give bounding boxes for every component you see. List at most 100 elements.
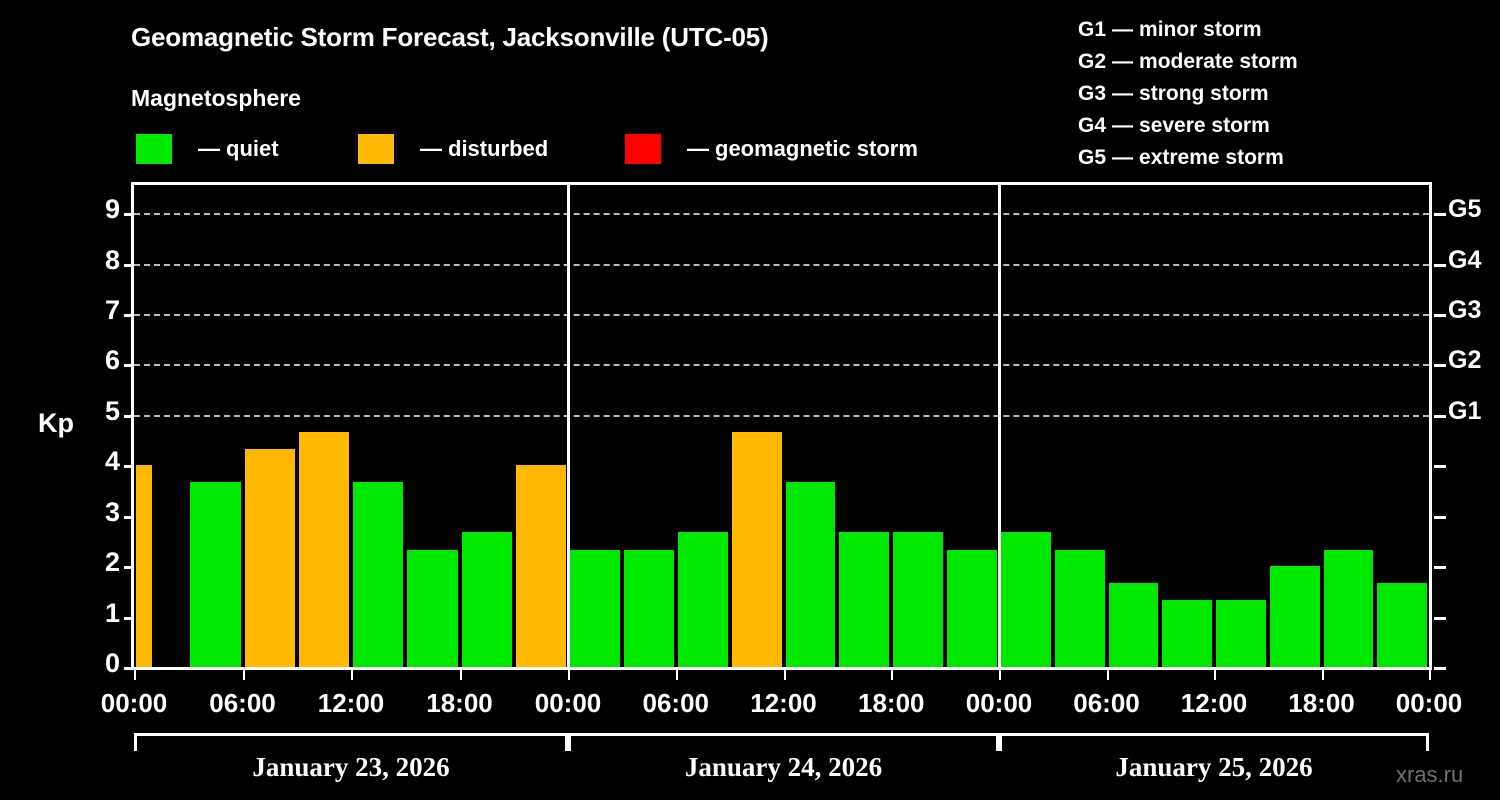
g-axis-tick-g2: G2	[1448, 346, 1482, 375]
g-legend-code: G2	[1078, 50, 1107, 73]
y-axis-tickmark	[124, 213, 134, 217]
gridline-kp-9	[134, 213, 1429, 216]
day-label: January 24, 2026	[684, 752, 883, 782]
g-legend-dash-icon: —	[1112, 146, 1134, 169]
x-axis-tick: 00:00	[1395, 688, 1463, 718]
x-axis-tick: 06:00	[1073, 688, 1140, 718]
x-axis-tick: 00:00	[100, 688, 168, 718]
watermark: xras.ru	[1396, 762, 1464, 787]
g-axis-minor-tickmark	[1434, 616, 1446, 620]
y-axis-tickmark	[124, 465, 134, 469]
gridline-kp-8	[134, 263, 1429, 266]
chart-subtitle: Magnetosphere	[131, 85, 301, 111]
bar	[1269, 566, 1320, 667]
x-axis-tickmark	[242, 670, 245, 680]
legend-swatch-quiet-icon	[136, 134, 172, 164]
bar	[1054, 549, 1105, 667]
y-axis-tickmark	[124, 263, 134, 267]
legend-item-geomagnetic-storm: — geomagnetic storm	[625, 133, 918, 165]
bar	[785, 481, 836, 667]
g-axis-minor-tickmark	[1434, 667, 1446, 670]
g-scale-legend: G1— minor storm G2— moderate storm G3— strong…	[1078, 14, 1298, 174]
gridline-kp-7	[134, 314, 1429, 317]
x-axis-tick: 18:00	[426, 688, 493, 718]
y-axis-tickmark	[124, 616, 134, 620]
bar	[893, 532, 944, 667]
g-axis-minor-tickmark	[1434, 566, 1446, 570]
g-legend-dash-icon: —	[1112, 18, 1134, 41]
x-axis-tickmark	[351, 670, 353, 680]
y-axis-tick-6: 6	[104, 345, 120, 376]
x-axis-tick: 06:00	[642, 688, 710, 718]
x-axis-tick: 06:00	[209, 688, 276, 718]
plot-area	[131, 182, 1432, 670]
g-axis-tickmark	[1434, 263, 1446, 267]
bar	[570, 549, 620, 667]
bar	[407, 549, 458, 667]
x-axis-tick: 18:00	[1288, 688, 1355, 718]
x-axis-tickmark	[134, 670, 136, 680]
bar	[244, 448, 295, 667]
g-legend-row-g3: G3— strong storm	[1078, 78, 1298, 110]
day-separator	[998, 185, 1001, 667]
x-axis-tick: 12:00	[317, 688, 385, 718]
bar	[1377, 582, 1427, 667]
legend-item-quiet: — quiet	[136, 133, 279, 165]
legend-label-disturbed: disturbed	[448, 136, 549, 161]
bar	[461, 532, 512, 667]
g-legend-desc: minor storm	[1139, 18, 1262, 41]
x-axis-tickmark	[999, 670, 1001, 680]
y-axis-label: Kp	[38, 408, 74, 438]
x-axis-tickmark	[1106, 670, 1109, 680]
gridline-kp-5	[134, 414, 1429, 417]
legend-swatch-geomagnetic-storm-icon	[625, 134, 661, 164]
bar	[298, 431, 349, 667]
gridline-kp-6	[134, 364, 1429, 367]
legend-item-disturbed: — disturbed	[358, 133, 548, 165]
g-axis-minor-tickmark	[1434, 465, 1446, 469]
bar	[1001, 532, 1051, 667]
y-axis-tick-5: 5	[104, 395, 120, 426]
g-legend-desc: severe storm	[1139, 114, 1270, 137]
g-legend-row-g2: G2— moderate storm	[1078, 46, 1298, 78]
y-axis-tickmark	[124, 414, 134, 418]
bar	[947, 549, 997, 667]
g-axis-tick-g3: G3	[1448, 296, 1482, 325]
g-axis-tickmark	[1434, 314, 1446, 318]
x-axis-tickmark	[1429, 670, 1431, 680]
bar	[1323, 549, 1374, 667]
bar	[136, 465, 153, 667]
g-axis-tickmark	[1434, 414, 1446, 418]
x-axis-tickmark	[1321, 670, 1324, 680]
g-legend-desc: moderate storm	[1139, 50, 1298, 73]
bar	[1216, 599, 1266, 667]
y-axis-tick-2: 2	[104, 547, 120, 578]
x-axis-tickmark	[675, 670, 678, 680]
y-axis-tick-8: 8	[104, 244, 120, 275]
g-legend-dash-icon: —	[1112, 114, 1134, 137]
bar	[1108, 582, 1159, 667]
y-axis-tick-1: 1	[104, 597, 120, 628]
day-label: January 25, 2026	[1115, 752, 1313, 782]
day-bracket	[999, 733, 1429, 751]
x-axis-tickmark	[891, 670, 894, 680]
bar	[353, 481, 404, 667]
legend-label-quiet: quiet	[226, 136, 279, 161]
bar	[623, 549, 674, 667]
g-axis-tick-g1: G1	[1448, 396, 1482, 425]
y-axis-tick-3: 3	[104, 496, 120, 527]
x-axis-tick: 00:00	[534, 688, 602, 718]
x-axis-tickmark	[783, 670, 786, 680]
y-axis-tick-7: 7	[104, 295, 120, 326]
bar	[731, 431, 782, 667]
g-legend-code: G3	[1078, 82, 1107, 105]
legend-dash-icon: —	[687, 136, 709, 161]
legend-label-geomagnetic-storm: geomagnetic storm	[715, 136, 918, 161]
day-bracket	[568, 733, 999, 751]
day-separator	[567, 185, 570, 667]
legend-dash-icon: —	[198, 136, 220, 161]
legend-dash-icon: —	[420, 136, 442, 161]
bar	[839, 532, 890, 667]
y-axis-tickmark	[124, 515, 134, 519]
